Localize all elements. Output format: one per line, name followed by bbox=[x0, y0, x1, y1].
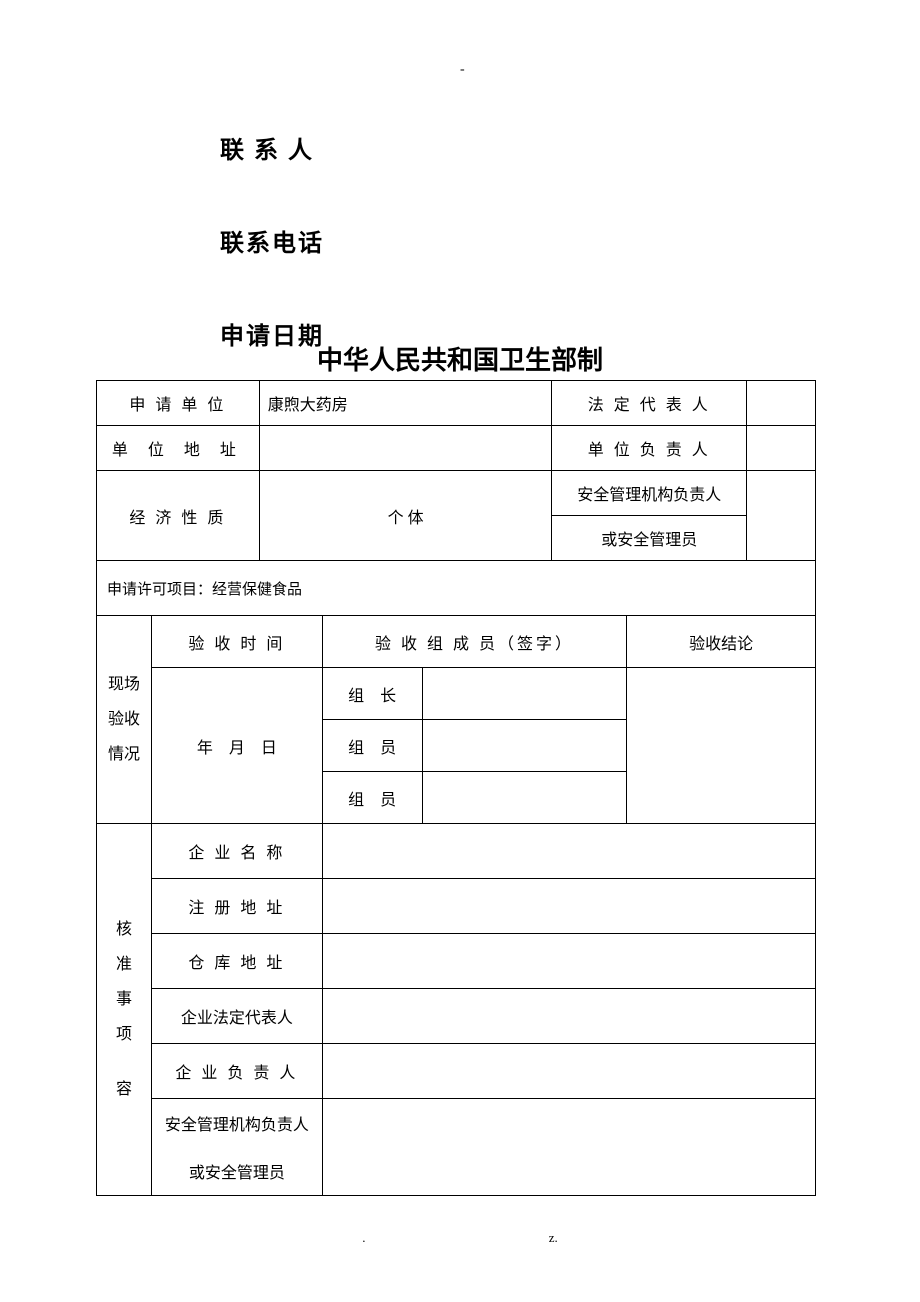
approval-label-3: 事 bbox=[97, 982, 151, 1017]
safety-manager-value bbox=[747, 471, 816, 561]
inspection-date-value: 年 月 日 bbox=[151, 668, 322, 824]
inspection-time-label: 验 收 时 间 bbox=[151, 616, 322, 668]
inspection-member2-value bbox=[422, 772, 627, 824]
reg-address-label: 注 册 地 址 bbox=[151, 879, 322, 934]
warehouse-address-label: 仓 库 地 址 bbox=[151, 934, 322, 989]
unit-manager-value bbox=[747, 426, 816, 471]
approval-section-label: 核 准 事 项 容 bbox=[97, 824, 152, 1196]
approval-label-5: 容 bbox=[97, 1072, 151, 1107]
applicant-unit-value: 康煦大药房 bbox=[259, 381, 552, 426]
top-dash: - bbox=[460, 62, 465, 78]
enterprise-name-value bbox=[322, 824, 815, 879]
inspection-member2-label: 组 员 bbox=[322, 772, 422, 824]
safety-manager-label-1: 安全管理机构负责人 bbox=[552, 471, 747, 516]
contact-label: 联 系 人 bbox=[220, 130, 720, 165]
inspection-conclusion-value bbox=[627, 668, 816, 824]
unit-address-label: 单 位 地 址 bbox=[97, 426, 260, 471]
enterprise-legal-rep-label: 企业法定代表人 bbox=[151, 989, 322, 1044]
warehouse-address-value bbox=[322, 934, 815, 989]
footer-z: z. bbox=[549, 1230, 558, 1246]
enterprise-name-label: 企 业 名 称 bbox=[151, 824, 322, 879]
inspection-label-2: 验收 bbox=[97, 702, 151, 737]
economic-nature-label: 经 济 性 质 bbox=[97, 471, 260, 561]
inspection-leader-value bbox=[422, 668, 627, 720]
inspection-member1-value bbox=[422, 720, 627, 772]
reg-address-value bbox=[322, 879, 815, 934]
safety-manager-label-2: 或安全管理员 bbox=[552, 516, 747, 561]
economic-nature-value: 个 体 bbox=[259, 471, 552, 561]
enterprise-manager-label: 企 业 负 责 人 bbox=[151, 1044, 322, 1099]
inspection-section-label: 现场 验收 情况 bbox=[97, 616, 152, 824]
project-row: 申请许可项目：经营保健食品 bbox=[97, 561, 816, 616]
unit-address-value bbox=[259, 426, 552, 471]
approval-label-4: 项 bbox=[97, 1017, 151, 1052]
approval-safety-mgr-line1: 安全管理机构负责人 bbox=[152, 1099, 322, 1147]
inspection-label-3: 情况 bbox=[97, 737, 151, 772]
approval-safety-mgr-line2: 或安全管理员 bbox=[152, 1147, 322, 1195]
form-table: 申 请 单 位 康煦大药房 法 定 代 表 人 单 位 地 址 单 位 负 责 … bbox=[96, 380, 816, 1196]
inspection-leader-label: 组 长 bbox=[322, 668, 422, 720]
approval-spacer bbox=[97, 1052, 151, 1072]
approval-label-2: 准 bbox=[97, 947, 151, 982]
applicant-unit-label: 申 请 单 位 bbox=[97, 381, 260, 426]
unit-manager-label: 单 位 负 责 人 bbox=[552, 426, 747, 471]
inspection-member1-label: 组 员 bbox=[322, 720, 422, 772]
enterprise-legal-rep-value bbox=[322, 989, 815, 1044]
inspection-members-label: 验 收 组 成 员（签字） bbox=[322, 616, 627, 668]
approval-label-1: 核 bbox=[97, 912, 151, 947]
main-title: 中华人民共和国卫生部制 bbox=[0, 340, 920, 377]
footer-dot: . bbox=[362, 1230, 365, 1246]
approval-safety-mgr-label: 安全管理机构负责人 或安全管理员 bbox=[151, 1099, 322, 1196]
phone-label: 联系电话 bbox=[220, 223, 720, 258]
inspection-conclusion-label: 验收结论 bbox=[627, 616, 816, 668]
footer: . z. bbox=[0, 1230, 920, 1246]
legal-rep-value bbox=[747, 381, 816, 426]
inspection-label-1: 现场 bbox=[97, 667, 151, 702]
approval-safety-mgr-value bbox=[322, 1099, 815, 1196]
enterprise-manager-value bbox=[322, 1044, 815, 1099]
legal-rep-label: 法 定 代 表 人 bbox=[552, 381, 747, 426]
